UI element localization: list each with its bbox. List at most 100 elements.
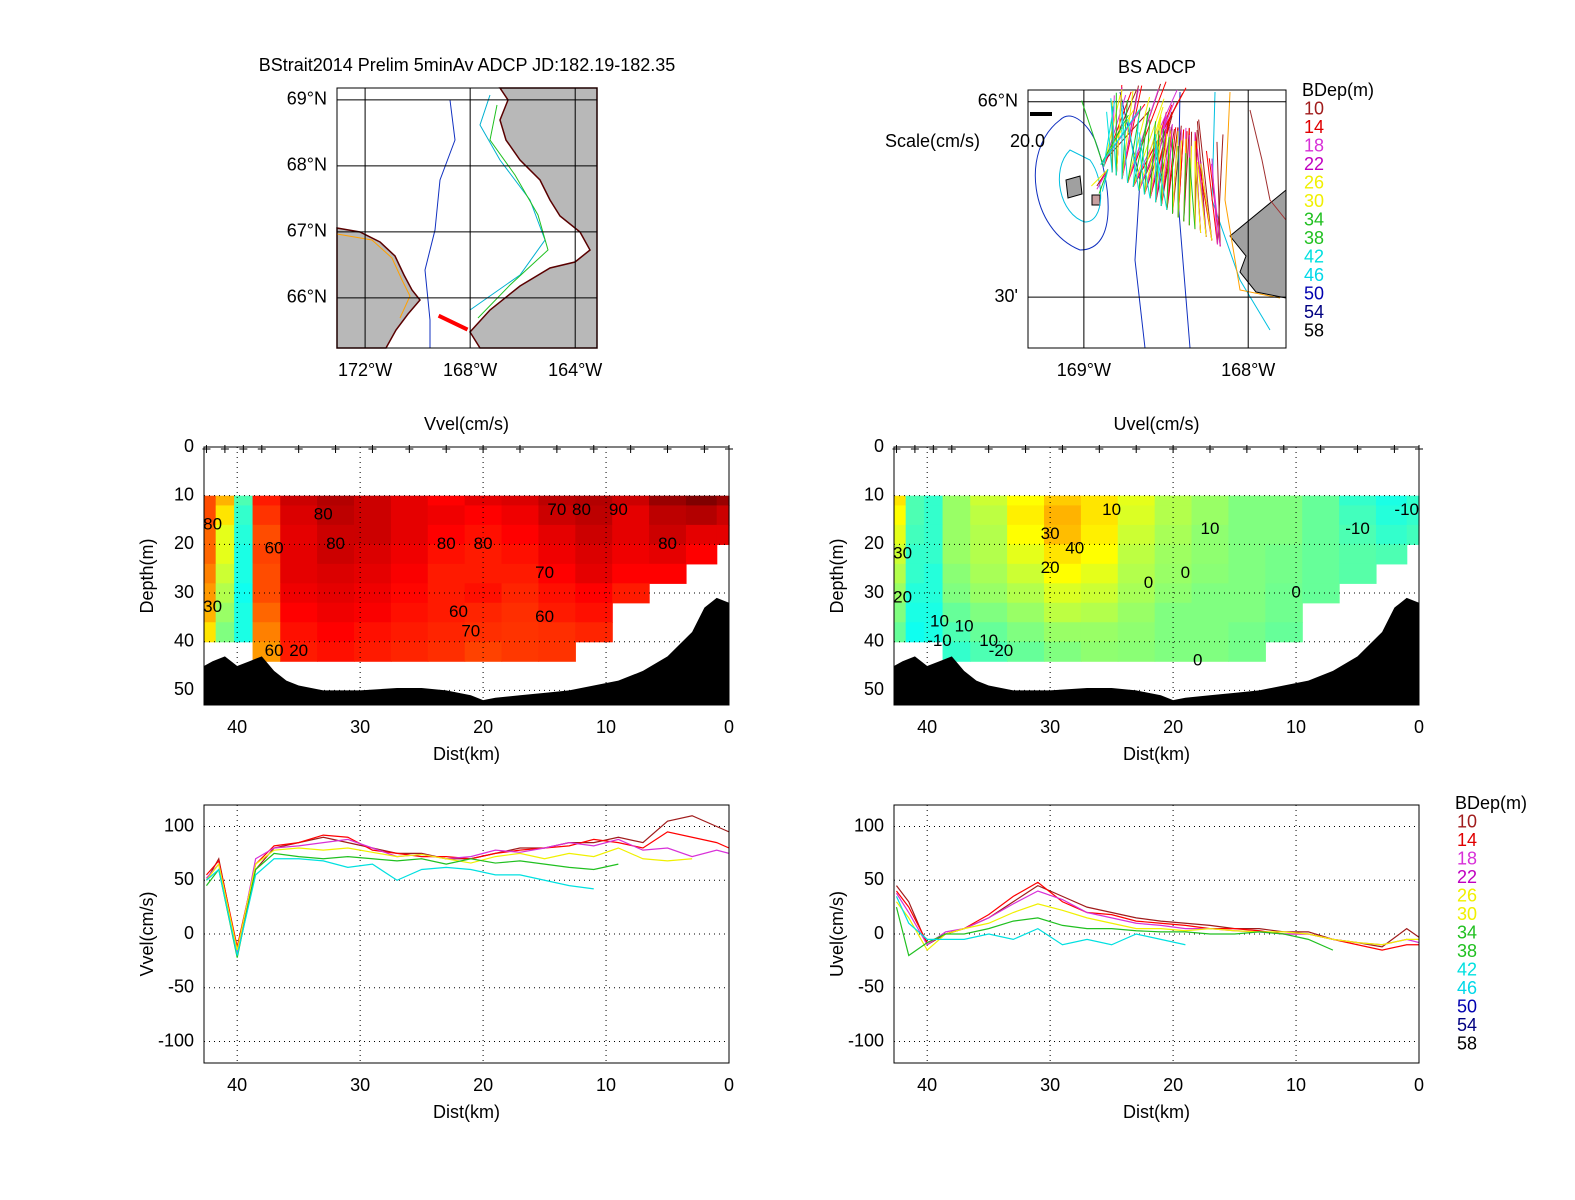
series-line (206, 838, 730, 954)
velocity-vector (1194, 155, 1202, 233)
velocity-vector (1177, 140, 1182, 218)
contour-label: 10 (1102, 500, 1121, 519)
station-marker (984, 445, 993, 453)
contour-cell (1117, 505, 1156, 526)
legend-entry: 22 (1304, 154, 1324, 174)
contour-cell (464, 524, 503, 545)
contour-cell (1117, 602, 1156, 623)
contour-cell (1007, 524, 1045, 545)
series-line (895, 884, 1420, 948)
contour-cell (685, 495, 718, 507)
station-marker (368, 445, 377, 453)
contour-cell (234, 563, 254, 584)
contour-cell (215, 622, 235, 643)
y-tick-label: 100 (164, 815, 194, 835)
contour-cell (575, 495, 613, 507)
velocity-vector (1138, 139, 1145, 195)
contour-cell (234, 495, 254, 507)
y-tick-label: 69°N (287, 89, 327, 109)
contour-cell (905, 583, 925, 604)
contour-cell (924, 602, 944, 623)
x-tick-label: 30 (1040, 717, 1060, 737)
plot-frame (1027, 89, 1287, 349)
contour-cell (501, 524, 540, 545)
depth-contour (1058, 149, 1102, 223)
contour-cell (970, 583, 1008, 604)
contour-cell (612, 505, 650, 526)
contour-cell (1007, 505, 1045, 526)
series-line (206, 858, 594, 956)
contour-cell (215, 495, 235, 507)
contour-label: 20 (289, 641, 308, 660)
legend-entry: 58 (1304, 320, 1324, 340)
series-line (895, 906, 1334, 957)
contour-cell (1339, 495, 1377, 507)
depth-contour (1249, 109, 1287, 221)
contour-cell (354, 583, 392, 604)
contour-cell (575, 602, 613, 623)
contour-cell (924, 563, 944, 584)
contour-cell (215, 524, 235, 545)
contour-label: 10 (930, 612, 949, 631)
contour-cell (280, 563, 318, 584)
contour-cell (215, 602, 235, 623)
y-tick-label: 100 (854, 815, 884, 835)
contour-cell (204, 583, 217, 604)
velocity-vector (1160, 128, 1164, 207)
contour-cell (390, 495, 429, 507)
velocity-vector (1200, 163, 1213, 241)
contour-cell (894, 544, 907, 565)
y-tick-label: 50 (174, 869, 194, 889)
x-axis-label: Dist(km) (1123, 744, 1190, 764)
y-tick-label: 50 (864, 679, 884, 699)
contour-cell (390, 505, 429, 526)
legend-entry: 14 (1457, 830, 1477, 850)
contour-cell (1080, 544, 1119, 565)
velocity-vector (1160, 133, 1168, 207)
contour-cell (905, 622, 925, 643)
depth-contour (1224, 91, 1281, 299)
contour-cell (427, 544, 466, 565)
velocity-vector (1091, 169, 1109, 187)
contour-label: 60 (265, 539, 284, 558)
contour-cell (252, 583, 281, 604)
chart-title: BS ADCP (1118, 57, 1196, 77)
x-axis-label: Dist(km) (433, 1102, 500, 1122)
contour-cell (1406, 524, 1420, 545)
contour-cell (1044, 544, 1082, 565)
contour-cell (1406, 505, 1420, 526)
contour-cell (716, 505, 730, 526)
contour-cell (1375, 524, 1408, 545)
contour-label: 30 (1041, 524, 1060, 543)
x-axis-label: Dist(km) (433, 744, 500, 764)
legend-entry: 42 (1304, 246, 1324, 266)
x-tick-label: 20 (473, 1075, 493, 1095)
contour-cell (970, 563, 1008, 584)
contour-label: 80 (658, 534, 677, 553)
contour-cell (612, 563, 650, 584)
y-tick-label: 0 (874, 436, 884, 456)
contour-cell (924, 622, 944, 643)
y-tick-label: -100 (848, 1030, 884, 1050)
land (469, 87, 598, 349)
contour-cell (252, 495, 281, 507)
contour-cell (538, 505, 576, 526)
contour-cell (501, 641, 540, 662)
station-marker (294, 445, 303, 453)
velocity-vector (1216, 141, 1221, 247)
contour-cell (464, 641, 503, 662)
bathymetry (204, 597, 729, 705)
x-tick-label: 10 (1286, 1075, 1306, 1095)
contour-cell (1191, 583, 1230, 604)
station-marker (663, 445, 672, 453)
contour-label: 70 (535, 563, 554, 582)
contour-cell (280, 602, 318, 623)
velocity-vector (1127, 89, 1159, 184)
series-line (895, 896, 1186, 946)
contour-cell (1044, 602, 1082, 623)
station-marker (929, 445, 938, 453)
contour-cell (1339, 563, 1377, 584)
contour-cell (501, 544, 540, 565)
contour-cell (1007, 602, 1045, 623)
